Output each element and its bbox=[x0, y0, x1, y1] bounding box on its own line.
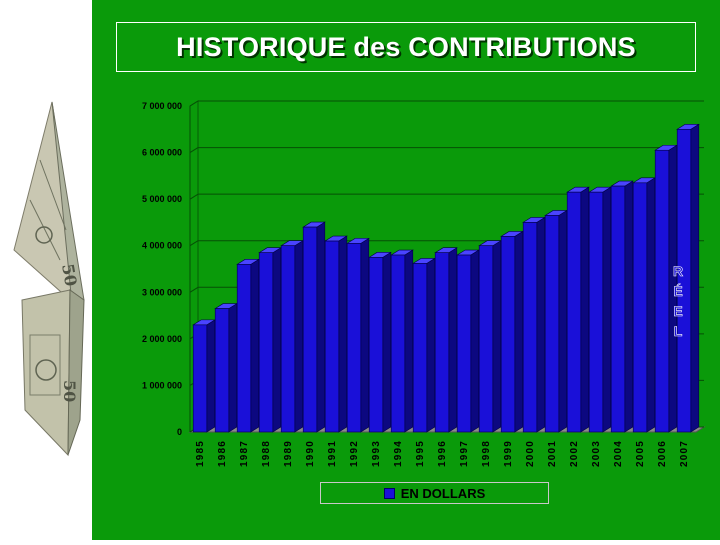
bar-1997 bbox=[456, 254, 472, 433]
bar-side bbox=[690, 123, 700, 433]
title-word-main: HISTORIQUE bbox=[176, 31, 346, 62]
bar-1987 bbox=[236, 264, 252, 433]
title-box: HISTORIQUE des CONTRIBUTIONS bbox=[116, 22, 696, 72]
y-tick-label: 6 000 000 bbox=[142, 148, 182, 158]
x-tick-label: 2002 bbox=[569, 440, 580, 467]
x-tick-label: 1993 bbox=[371, 440, 382, 467]
bar-1996 bbox=[434, 252, 450, 433]
annotation-letter: L bbox=[674, 323, 683, 339]
bar-1992 bbox=[346, 243, 362, 433]
annotation-letter: R bbox=[673, 263, 683, 279]
y-tick-label: 5 000 000 bbox=[142, 194, 182, 204]
x-tick-label: 2005 bbox=[635, 440, 646, 467]
bar-1998 bbox=[478, 245, 494, 433]
x-tick-label: 1994 bbox=[393, 440, 404, 467]
svg-text:50: 50 bbox=[60, 380, 79, 402]
bar-side bbox=[404, 249, 414, 433]
bar-side bbox=[338, 235, 348, 433]
bar-side bbox=[580, 186, 590, 433]
bar-side bbox=[228, 303, 238, 433]
x-tick-label: 1995 bbox=[415, 440, 426, 467]
bar-side bbox=[646, 177, 656, 433]
bar-side bbox=[492, 240, 502, 433]
x-tick-label: 1992 bbox=[349, 440, 360, 467]
gridline-slant bbox=[189, 286, 199, 293]
x-tick-label: 1991 bbox=[327, 440, 338, 467]
x-tick-label: 1985 bbox=[195, 440, 206, 467]
bar-2002 bbox=[566, 191, 582, 433]
bar-2005 bbox=[632, 182, 648, 433]
bar-side bbox=[316, 221, 326, 433]
bar-1994 bbox=[390, 254, 406, 433]
x-tick-label: 1999 bbox=[503, 440, 514, 467]
gridline-slant bbox=[189, 147, 199, 153]
legend-swatch bbox=[383, 487, 395, 499]
bar-2006 bbox=[654, 149, 670, 433]
x-tick-label: 1997 bbox=[459, 440, 470, 467]
bar-side bbox=[360, 237, 370, 433]
svg-text:50: 50 bbox=[58, 262, 81, 287]
bar-side bbox=[272, 247, 282, 433]
bar-1985 bbox=[192, 324, 208, 433]
slide-title: HISTORIQUE des CONTRIBUTIONS bbox=[176, 32, 636, 63]
x-tick-label: 1988 bbox=[261, 440, 272, 467]
x-tick-label: 1996 bbox=[437, 440, 448, 467]
legend-label: EN DOLLARS bbox=[400, 485, 486, 501]
x-tick-label: 2001 bbox=[547, 440, 558, 467]
bar-side bbox=[382, 251, 392, 433]
x-tick-label: 2004 bbox=[613, 440, 624, 467]
x-tick-label: 2006 bbox=[657, 440, 668, 467]
x-tick-label: 1986 bbox=[217, 440, 228, 467]
bar-2000 bbox=[522, 222, 538, 433]
x-tick-label: 2000 bbox=[525, 440, 536, 467]
x-tick-label: 1989 bbox=[283, 440, 294, 467]
bar-1999 bbox=[500, 236, 516, 433]
x-tick-label: 2003 bbox=[591, 440, 602, 467]
x-tick-label: 1987 bbox=[239, 440, 250, 467]
chart-legend: EN DOLLARS bbox=[320, 482, 549, 504]
y-tick-label: 3 000 000 bbox=[142, 287, 182, 297]
bar-1995 bbox=[412, 263, 428, 433]
title-word-end: CONTRIBUTIONS bbox=[408, 31, 636, 62]
y-tick-label: 1 000 000 bbox=[142, 380, 182, 390]
bar-side bbox=[250, 258, 260, 433]
bar-1990 bbox=[302, 226, 318, 433]
bar-2004 bbox=[610, 185, 626, 433]
y-tick-label: 4 000 000 bbox=[142, 241, 182, 251]
bar-side bbox=[470, 249, 480, 433]
y-tick-label: 7 000 000 bbox=[142, 101, 182, 111]
bar-side bbox=[624, 180, 634, 433]
bar-side bbox=[602, 186, 612, 433]
y-tick-label: 2 000 000 bbox=[142, 334, 182, 344]
x-tick-label: 1998 bbox=[481, 440, 492, 467]
bar-side bbox=[448, 247, 458, 433]
bar-side bbox=[536, 216, 546, 433]
annotation-letter: É bbox=[673, 283, 682, 299]
title-word-mid: des bbox=[353, 31, 401, 62]
bar-1986 bbox=[214, 308, 230, 433]
gridline-slant bbox=[189, 193, 199, 200]
x-tick-label: 1990 bbox=[305, 440, 316, 467]
bar-2003 bbox=[588, 191, 604, 433]
bar-1989 bbox=[280, 245, 296, 433]
dollar-bill-house-icon: 50 50 bbox=[13, 101, 85, 457]
bar-2001 bbox=[544, 215, 560, 433]
bar-1988 bbox=[258, 252, 274, 433]
bar-side bbox=[426, 257, 436, 433]
left-sidebar: 50 50 bbox=[0, 0, 92, 540]
x-tick-label: 2007 bbox=[679, 440, 690, 467]
bar-side bbox=[206, 319, 216, 433]
bar-side bbox=[558, 209, 568, 433]
annotation-letter: E bbox=[673, 303, 682, 319]
bar-1993 bbox=[368, 257, 384, 433]
bar-side bbox=[294, 240, 304, 433]
gridline-slant bbox=[189, 100, 199, 107]
y-tick-label: 0 bbox=[177, 427, 182, 437]
gridline-slant bbox=[189, 240, 199, 247]
bar-2007 bbox=[676, 128, 692, 433]
bar-side bbox=[514, 230, 524, 433]
bar-1991 bbox=[324, 240, 340, 433]
